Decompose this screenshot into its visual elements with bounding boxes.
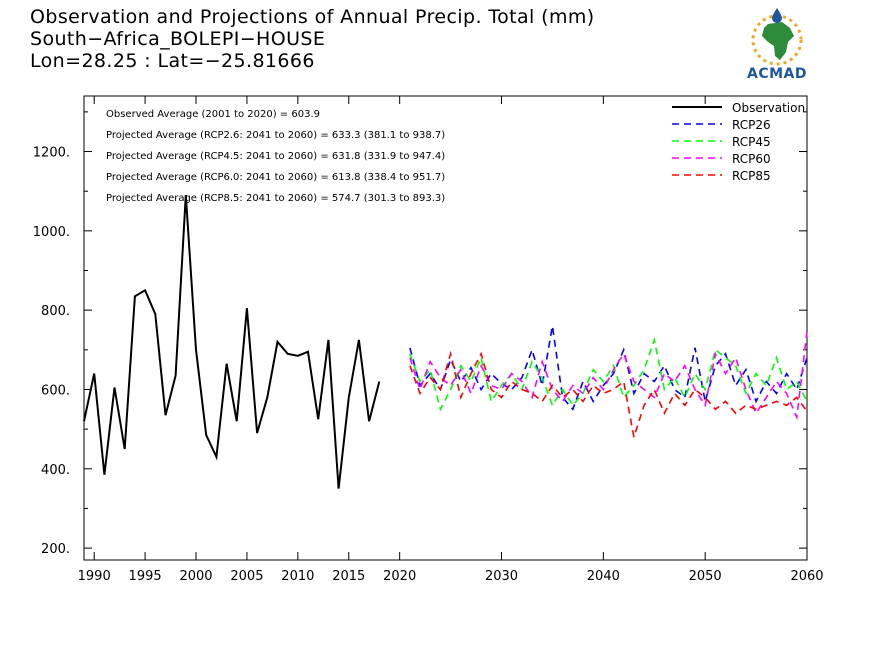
plot-frame (83, 95, 808, 561)
stats-annotations: Observed Average (2001 to 2020) = 603.9 P… (106, 109, 445, 204)
series-lines (83, 195, 808, 489)
y-tick-label: 1000. (33, 225, 70, 240)
chart-title-block: Observation and Projections of Annual Pr… (30, 6, 595, 72)
stat-line: Observed Average (2001 to 2020) = 603.9 (106, 109, 320, 120)
y-tick-label: 600. (41, 383, 70, 398)
x-tick-label: 2005 (230, 569, 263, 584)
axis-ticks: 1990 1995 2000 2005 2010 2015 2020 2030 2040 2050… (33, 96, 824, 584)
stat-line: Projected Average (RCP8.5: 2041 to 2060)… (106, 193, 445, 204)
x-tick-label: 2010 (281, 569, 314, 584)
africa-sun-logo-icon (751, 8, 803, 66)
chart-subtitle-station: South−Africa_BOLEPI−HOUSE (30, 28, 326, 50)
stat-line: Projected Average (RCP4.5: 2041 to 2060)… (106, 151, 445, 162)
x-tick-label: 2040 (587, 569, 620, 584)
x-tick-label: 2015 (332, 569, 365, 584)
legend: Observation RCP26 RCP45 RCP60 RCP85 (672, 101, 805, 183)
y-tick-label: 200. (41, 542, 70, 557)
chart-subtitle-coordinates: Lon=28.25 : Lat=−25.81666 (30, 50, 315, 72)
legend-label: Observation (732, 101, 805, 115)
series-line-rcp85 (409, 350, 808, 438)
chart-title: Observation and Projections of Annual Pr… (30, 6, 595, 28)
legend-label: RCP60 (732, 152, 771, 166)
x-tick-label: 2030 (485, 569, 518, 584)
legend-label: RCP45 (732, 135, 771, 149)
y-tick-label: 800. (41, 304, 70, 319)
acmad-logo: ACMAD (738, 6, 816, 82)
x-tick-label: 2050 (689, 569, 722, 584)
series-line-rcp60 (409, 331, 808, 421)
stat-line: Projected Average (RCP6.0: 2041 to 2060)… (106, 172, 445, 183)
legend-label: RCP26 (732, 118, 771, 132)
stat-line: Projected Average (RCP2.6: 2041 to 2060)… (106, 130, 445, 141)
series-line-rcp45 (409, 336, 808, 412)
x-tick-label: 2000 (179, 569, 212, 584)
series-line-observation (83, 195, 381, 489)
x-tick-label: 1990 (78, 569, 111, 584)
x-tick-label: 1995 (129, 569, 162, 584)
series-line-rcp26 (409, 325, 808, 411)
y-tick-label: 400. (41, 463, 70, 478)
x-tick-label: 2060 (790, 569, 823, 584)
y-tick-label: 1200. (33, 146, 70, 161)
legend-label: RCP85 (732, 169, 771, 183)
x-tick-label: 2020 (383, 569, 416, 584)
logo-text: ACMAD (747, 66, 807, 82)
